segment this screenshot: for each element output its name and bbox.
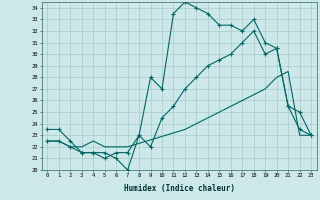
X-axis label: Humidex (Indice chaleur): Humidex (Indice chaleur) (124, 184, 235, 193)
